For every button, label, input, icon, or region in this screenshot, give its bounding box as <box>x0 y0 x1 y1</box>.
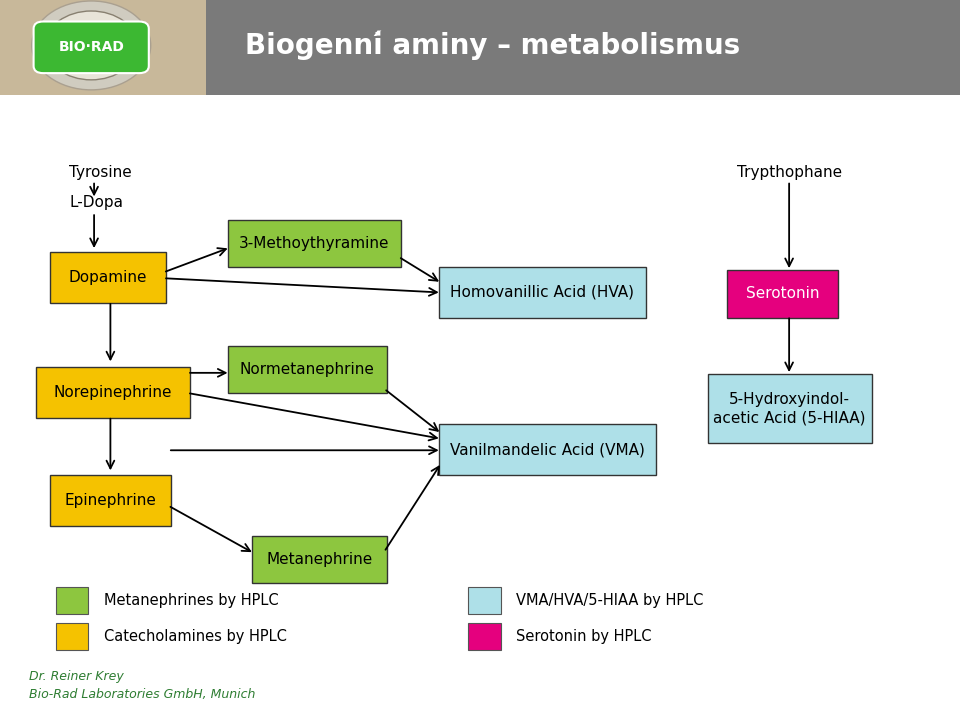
Text: Metanephrine: Metanephrine <box>266 552 372 566</box>
Text: Serotonin: Serotonin <box>746 287 819 301</box>
Text: Serotonin by HPLC: Serotonin by HPLC <box>516 630 652 644</box>
Bar <box>0 0 960 95</box>
Text: Norepinephrine: Norepinephrine <box>54 385 172 400</box>
FancyBboxPatch shape <box>56 623 88 650</box>
FancyBboxPatch shape <box>228 220 401 267</box>
FancyBboxPatch shape <box>34 22 149 73</box>
Text: Catecholamines by HPLC: Catecholamines by HPLC <box>104 630 286 644</box>
Text: Metanephrines by HPLC: Metanephrines by HPLC <box>104 594 278 608</box>
FancyBboxPatch shape <box>708 374 872 443</box>
FancyBboxPatch shape <box>50 252 166 303</box>
Text: Epinephrine: Epinephrine <box>64 493 156 508</box>
FancyBboxPatch shape <box>36 367 190 418</box>
Text: 3-Methoythyramine: 3-Methoythyramine <box>239 237 390 251</box>
Text: Homovanillic Acid (HVA): Homovanillic Acid (HVA) <box>450 285 635 300</box>
FancyBboxPatch shape <box>468 587 501 614</box>
Text: VMA/HVA/5-HIAA by HPLC: VMA/HVA/5-HIAA by HPLC <box>516 594 704 608</box>
FancyBboxPatch shape <box>439 424 656 475</box>
FancyBboxPatch shape <box>727 270 838 318</box>
Text: Vanilmandelic Acid (VMA): Vanilmandelic Acid (VMA) <box>450 442 644 457</box>
Text: Trypthophane: Trypthophane <box>736 165 842 179</box>
FancyBboxPatch shape <box>50 475 171 526</box>
FancyBboxPatch shape <box>468 623 501 650</box>
Circle shape <box>32 1 151 90</box>
Circle shape <box>45 11 137 80</box>
Text: Dr. Reiner Krey: Dr. Reiner Krey <box>29 670 124 683</box>
FancyBboxPatch shape <box>228 346 387 393</box>
Text: Tyrosine: Tyrosine <box>69 165 132 179</box>
Bar <box>0 0 206 95</box>
Text: Biogenní aminy – metabolismus: Biogenní aminy – metabolismus <box>245 31 740 60</box>
Text: Dopamine: Dopamine <box>69 270 147 285</box>
Text: L-Dopa: L-Dopa <box>69 195 123 209</box>
FancyBboxPatch shape <box>56 587 88 614</box>
FancyBboxPatch shape <box>439 267 646 318</box>
Text: BIO·RAD: BIO·RAD <box>59 40 124 54</box>
Text: 5-Hydroxyindol-
acetic Acid (5-HIAA): 5-Hydroxyindol- acetic Acid (5-HIAA) <box>713 392 866 425</box>
Text: Bio-Rad Laboratories GmbH, Munich: Bio-Rad Laboratories GmbH, Munich <box>29 688 255 701</box>
FancyBboxPatch shape <box>252 536 387 583</box>
Text: Normetanephrine: Normetanephrine <box>240 362 374 376</box>
